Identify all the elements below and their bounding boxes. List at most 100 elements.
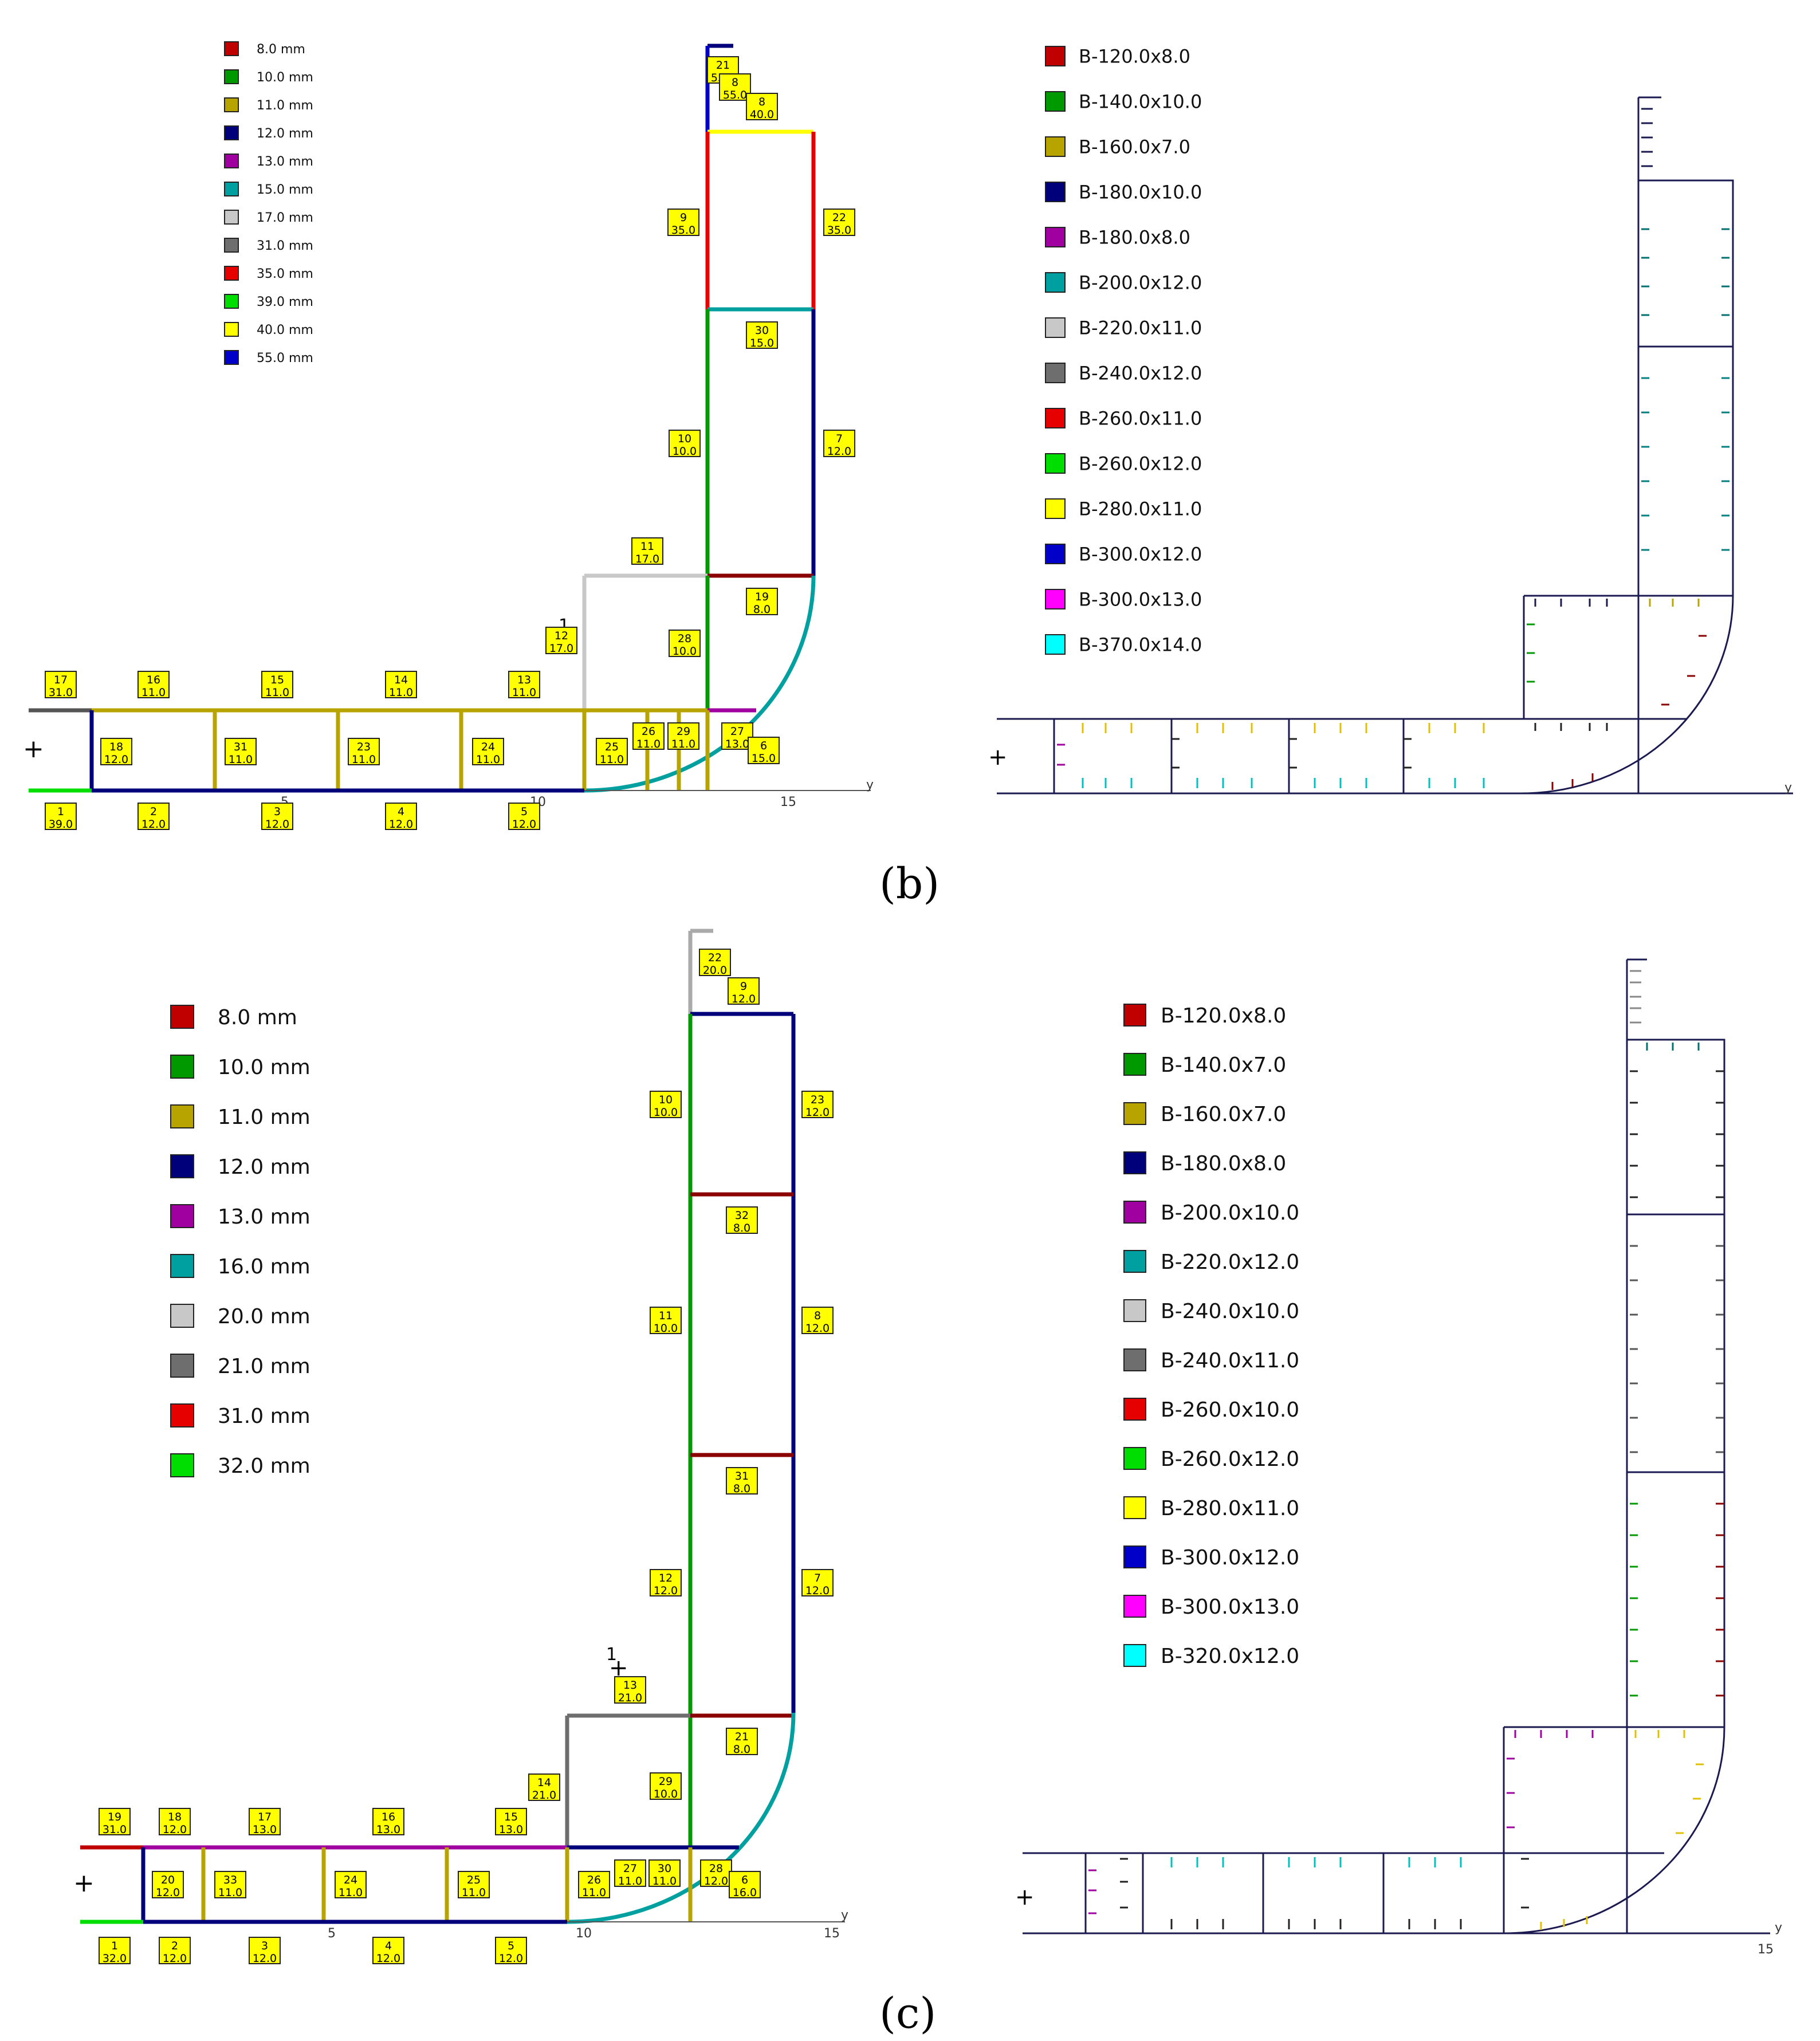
thickness-legend: 8.0 mm 10.0 mm 11.0 mm 12.0 mm 13.0 mm 15.0 m…	[224, 41, 313, 365]
plate-id: 30	[658, 1862, 671, 1875]
plate-id: 30	[755, 324, 769, 337]
legend-label: B-200.0x10.0	[1161, 1201, 1299, 1225]
legend-swatch	[1045, 182, 1066, 202]
legend-label: B-300.0x13.0	[1161, 1595, 1299, 1619]
plate-thickness: 11.0	[476, 753, 500, 766]
legend-swatch	[1123, 1102, 1146, 1125]
legend-swatch	[1123, 1398, 1146, 1421]
plate-id: 1	[111, 1940, 118, 1952]
plate-thickness: 39.0	[49, 818, 73, 831]
legend-label: 17.0 mm	[257, 211, 313, 225]
legend-label: 31.0 mm	[257, 239, 313, 253]
legend-swatch	[224, 322, 239, 337]
legend-swatch	[170, 1254, 194, 1278]
plate-id: 33	[223, 1874, 237, 1886]
legend-label: B-260.0x12.0	[1161, 1448, 1299, 1471]
plate-thickness: 12.0	[376, 1952, 400, 1965]
plate-thickness: 12.0	[805, 1584, 830, 1597]
plate-thickness: 12.0	[156, 1886, 180, 1899]
legend-swatch	[170, 1154, 194, 1178]
legend-swatch	[1045, 91, 1066, 112]
plate-id: 23	[357, 741, 371, 753]
plate-thickness: 10.0	[654, 1788, 678, 1800]
svg-text:15: 15	[1758, 1942, 1774, 1957]
plate-id: 4	[385, 1940, 392, 1952]
legend-swatch	[1045, 544, 1066, 564]
legend-swatch	[1123, 1151, 1146, 1174]
svg-text:y: y	[1784, 781, 1792, 795]
legend-label: 31.0 mm	[218, 1405, 310, 1428]
plate-thickness: 11.0	[652, 1875, 677, 1887]
legend-label: 32.0 mm	[218, 1454, 310, 1478]
plate-id: 9	[680, 211, 687, 224]
axis-ticks: 5 10 15 y	[281, 778, 874, 809]
plate-label: 412.0	[385, 803, 417, 831]
legend-swatch	[170, 1453, 194, 1477]
plate-id: 2	[171, 1940, 178, 1952]
plate-id: 1	[57, 805, 64, 818]
legend-label: B-240.0x10.0	[1161, 1300, 1299, 1323]
legend-swatch	[224, 41, 239, 56]
svg-text:y: y	[866, 778, 874, 792]
plate-labels: 2220.0912.01010.02312.0328.01110.0812.03…	[99, 949, 834, 1965]
legend-swatch	[170, 1055, 194, 1079]
panel-c-thickness-diagram: 8.0 mm 10.0 mm 11.0 mm 12.0 mm 13.0 mm 16.0 m…	[73, 929, 848, 1965]
legend-label: 13.0 mm	[257, 155, 313, 169]
legend-label: B-160.0x7.0	[1079, 136, 1190, 158]
legend-label: B-140.0x10.0	[1079, 91, 1202, 113]
plate-id: 26	[642, 725, 655, 738]
plate-thickness: 12.0	[654, 1584, 678, 1597]
plate-thickness: 11.0	[352, 753, 376, 766]
legend-swatch	[1045, 634, 1066, 655]
plate-id: 19	[108, 1811, 121, 1823]
legend-label: B-280.0x11.0	[1079, 498, 1202, 520]
plate-id: 25	[605, 741, 619, 753]
legend-label: 16.0 mm	[218, 1255, 310, 1279]
plate-id: 2	[150, 805, 157, 818]
plate-id: 18	[109, 741, 123, 753]
plate-thickness: 17.0	[635, 553, 659, 565]
legend-swatch	[1123, 1348, 1146, 1371]
plate-id: 14	[394, 674, 408, 686]
plate-id: 10	[678, 432, 691, 445]
legend-swatch	[170, 1304, 194, 1328]
plate-id: 3	[261, 1940, 268, 1952]
plate-id: 27	[623, 1862, 637, 1875]
plate-thickness: 12.0	[732, 993, 756, 1005]
plate-id: 8	[758, 96, 765, 108]
legend-label: 55.0 mm	[257, 351, 313, 365]
plate-thickness: 11.0	[600, 753, 624, 766]
plate-thickness: 11.0	[218, 1886, 242, 1899]
stiffener-ticks	[1088, 970, 1724, 1930]
legend-swatch	[1045, 272, 1066, 293]
svg-text:15: 15	[780, 795, 796, 809]
plate-label: 412.0	[372, 1937, 404, 1965]
plate-thickness: 12.0	[163, 1823, 187, 1836]
plate-label: 132.0	[99, 1937, 131, 1965]
plate-thickness: 31.0	[103, 1823, 127, 1836]
profile-axis: y	[1784, 781, 1792, 795]
legend-swatch	[1123, 1447, 1146, 1470]
plate-id: 8	[814, 1309, 821, 1322]
legend-swatch	[1123, 1299, 1146, 1322]
legend-swatch	[1123, 1496, 1146, 1519]
legend-label: B-180.0x8.0	[1079, 227, 1190, 249]
plate-id: 25	[467, 1874, 481, 1886]
plate-id: 28	[678, 632, 691, 645]
plate-thickness: 11.0	[265, 686, 289, 699]
legend-swatch	[1045, 227, 1066, 247]
plate-id: 7	[836, 432, 843, 445]
